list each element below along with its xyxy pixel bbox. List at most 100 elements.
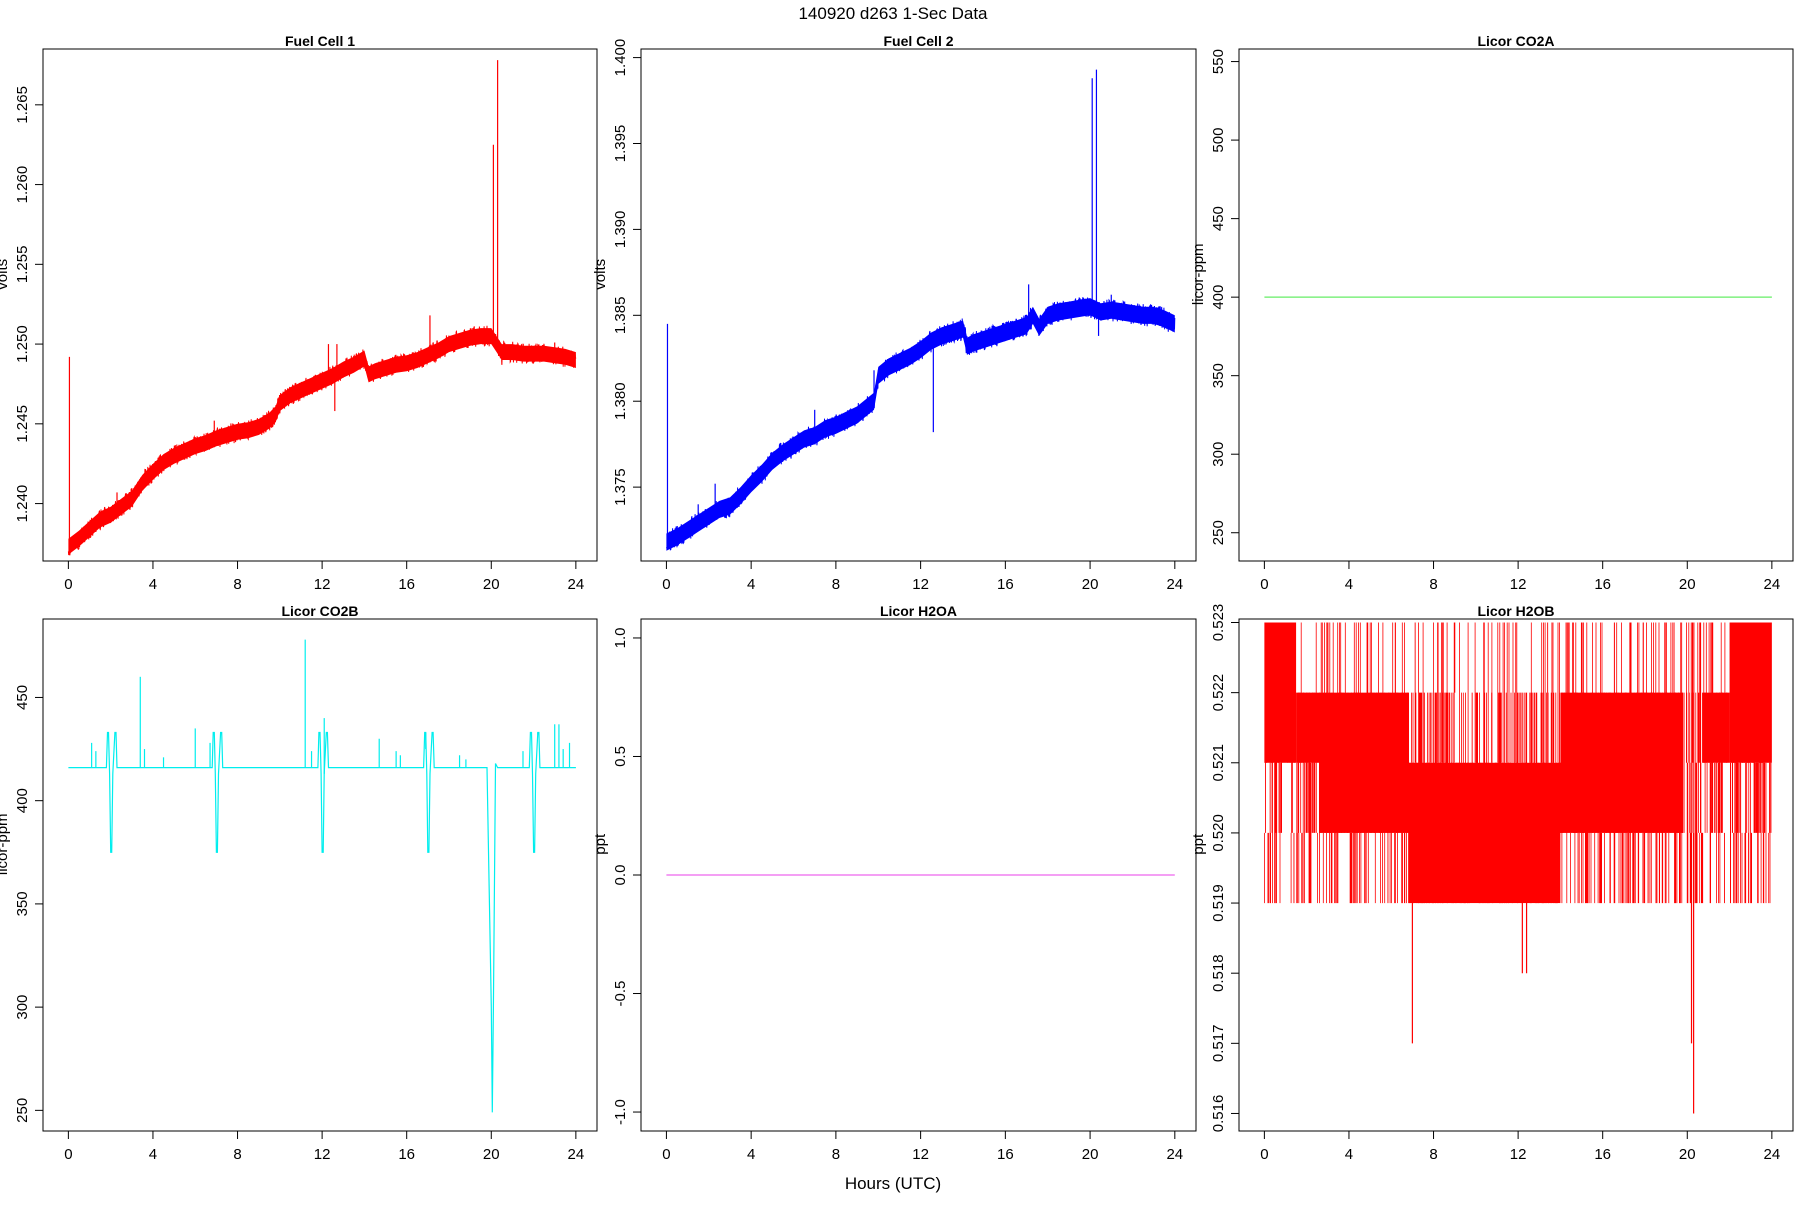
x-tick-label: 20: [1082, 1146, 1099, 1163]
y-tick-label: 1.390: [612, 211, 629, 249]
panel-fuel-cell-1-ylabel: volts: [0, 259, 11, 290]
panels: 0 4 8 12 16 20 24 1.240 1.245 1.250 1.255 1.260 1.26…: [0, 33, 1794, 1163]
x-tick-label: 8: [233, 1146, 241, 1163]
x-tick-label: 0: [662, 576, 670, 593]
data-block: [1264, 622, 1297, 763]
y-tick-label: 350: [14, 891, 31, 916]
x-tick-label: 12: [314, 1146, 331, 1163]
y-tick-label: 250: [1210, 520, 1227, 545]
panel-fuel-cell-2-x-axis: 0 4 8 12 16 20 24: [662, 561, 1183, 593]
y-tick-label: 500: [1210, 128, 1227, 153]
y-tick-label: 1.375: [612, 468, 629, 506]
y-tick-label: -1.0: [612, 1099, 629, 1125]
panel-licor-co2b-series: [68, 639, 576, 1113]
x-tick-label: 0: [64, 1146, 72, 1163]
x-tick-label: 20: [1679, 576, 1696, 593]
y-tick-label: 0.516: [1210, 1095, 1227, 1133]
panel-licor-co2b: 0 4 8 12 16 20 24 250 300 350 400 450 Licor CO2B lico…: [0, 603, 598, 1163]
y-tick-label: 550: [1210, 49, 1227, 74]
x-tick-label: 12: [912, 576, 929, 593]
data-series-line: [666, 297, 1176, 551]
panel-licor-co2a-ylabel: licor-ppm: [1190, 243, 1207, 305]
x-tick-label: 0: [662, 1146, 670, 1163]
x-tick-label: 16: [1594, 576, 1611, 593]
panel-licor-h2oa: 0 4 8 12 16 20 24 -1.0 -0.5 0.0 0.5 1.0 Licor H2OA pp…: [592, 603, 1197, 1163]
y-tick-label: 1.265: [14, 86, 31, 124]
y-tick-label: 1.385: [612, 297, 629, 335]
panel-licor-h2ob-y-axis: 0.516 0.517 0.518 0.519 0.520 0.521 0.522 0.523: [1210, 604, 1239, 1133]
y-tick-label: 0.518: [1210, 954, 1227, 992]
panel-licor-co2a-title: Licor CO2A: [1477, 33, 1554, 49]
panel-licor-h2oa-y-axis: -1.0 -0.5 0.0 0.5 1.0: [612, 628, 641, 1125]
x-tick-label: 16: [997, 1146, 1014, 1163]
x-tick-label: 16: [1594, 1146, 1611, 1163]
panel-licor-h2ob: 0 4 8 12 16 20 24 0.516 0.517 0.518 0.519 0.520 0.52…: [1190, 603, 1794, 1163]
panel-fuel-cell-2-series: [666, 69, 1176, 551]
x-tick-label: 16: [398, 576, 415, 593]
x-tick-label: 20: [483, 576, 500, 593]
x-tick-label: 4: [149, 1146, 157, 1163]
x-tick-label: 4: [1345, 576, 1353, 593]
panel-licor-co2b-title: Licor CO2B: [281, 603, 358, 619]
panel-licor-co2b-y-axis: 250 300 350 400 450: [14, 685, 43, 1123]
y-tick-label: 0.521: [1210, 744, 1227, 782]
x-tick-label: 12: [912, 1146, 929, 1163]
y-tick-label: 0.519: [1210, 884, 1227, 922]
panel-licor-co2b-x-axis: 0 4 8 12 16 20 24: [64, 1131, 584, 1163]
y-tick-label: 300: [14, 995, 31, 1020]
panel-licor-co2a: 0 4 8 12 16 20 24 250 300 350 400 450 500 550 Licor CO…: [1190, 33, 1794, 593]
x-tick-label: 4: [747, 576, 755, 593]
y-tick-label: 1.250: [14, 325, 31, 363]
panel-fuel-cell-2-title: Fuel Cell 2: [883, 33, 953, 49]
x-tick-label: 20: [1679, 1146, 1696, 1163]
x-tick-label: 4: [747, 1146, 755, 1163]
data-noise-band: [666, 298, 1175, 551]
x-tick-label: 24: [1166, 576, 1183, 593]
panel-licor-co2a-y-axis: 250 300 350 400 450 500 550: [1210, 49, 1239, 545]
y-tick-label: 400: [1210, 285, 1227, 310]
panel-fuel-cell-1-series: [67, 60, 577, 556]
data-series-line: [68, 731, 576, 1113]
panel-licor-h2ob-series: [1264, 622, 1772, 1114]
x-tick-label: 24: [1166, 1146, 1183, 1163]
y-tick-label: 0.520: [1210, 814, 1227, 852]
x-tick-label: 4: [1345, 1146, 1353, 1163]
panel-fuel-cell-2-y-axis: 1.375 1.380 1.385 1.390 1.395 1.400: [612, 39, 641, 506]
x-tick-label: 24: [568, 1146, 585, 1163]
x-tick-label: 20: [483, 1146, 500, 1163]
y-tick-label: 0.522: [1210, 674, 1227, 712]
y-tick-label: 0.523: [1210, 604, 1227, 642]
panel-fuel-cell-1-frame: [42, 48, 598, 562]
y-tick-label: 250: [14, 1098, 31, 1123]
y-tick-label: 450: [14, 685, 31, 710]
panel-fuel-cell-1-title: Fuel Cell 1: [285, 33, 355, 49]
data-series-line: [67, 325, 577, 556]
panel-licor-h2ob-ylabel: ppt: [1190, 833, 1207, 855]
x-tick-label: 8: [1429, 576, 1437, 593]
panel-licor-h2oa-ylabel: ppt: [592, 833, 609, 855]
y-tick-label: 1.255: [14, 246, 31, 284]
y-tick-label: 300: [1210, 442, 1227, 467]
panel-licor-h2ob-x-axis: 0 4 8 12 16 20 24: [1260, 1131, 1780, 1163]
panel-fuel-cell-2-frame: [640, 48, 1197, 562]
y-tick-label: 0.5: [612, 746, 629, 767]
figure-xlabel: Hours (UTC): [845, 1174, 941, 1193]
panel-fuel-cell-2-ylabel: volts: [592, 259, 609, 290]
panel-licor-h2ob-frame: [1238, 618, 1794, 1132]
x-tick-label: 16: [398, 1146, 415, 1163]
panel-fuel-cell-2: 0 4 8 12 16 20 24 1.375 1.380 1.385 1.390 1.395 1.40…: [592, 33, 1197, 593]
y-tick-label: 1.400: [612, 39, 629, 77]
panel-licor-co2b-ylabel: licor-ppm: [0, 813, 11, 875]
x-tick-label: 8: [832, 576, 840, 593]
x-tick-label: 24: [1764, 1146, 1781, 1163]
x-tick-label: 8: [832, 1146, 840, 1163]
x-tick-label: 24: [568, 576, 585, 593]
x-tick-label: 0: [1260, 576, 1268, 593]
x-tick-label: 12: [1510, 1146, 1527, 1163]
panel-licor-co2b-frame: [42, 618, 598, 1132]
figure-title: 140920 d263 1-Sec Data: [798, 4, 988, 23]
x-tick-label: 0: [1260, 1146, 1268, 1163]
data-hatch: [1264, 622, 1772, 904]
